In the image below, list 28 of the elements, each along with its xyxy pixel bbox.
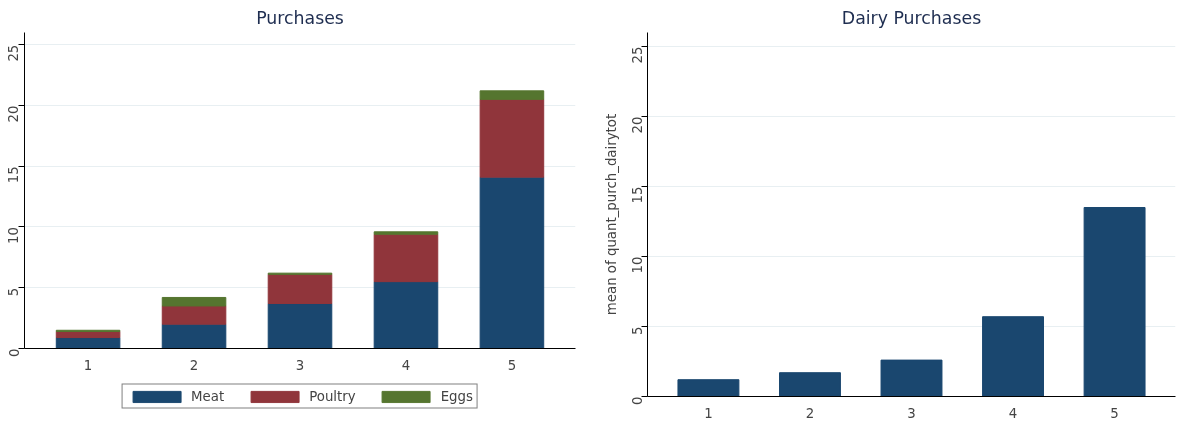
y-tick-label: 10 bbox=[629, 256, 645, 274]
legend-label: Meat bbox=[191, 388, 225, 404]
chart-title: Dairy Purchases bbox=[841, 7, 982, 28]
y-tick-label: 10 bbox=[6, 226, 22, 244]
x-tick-label: 5 bbox=[1110, 405, 1119, 421]
x-tick-label: 2 bbox=[805, 405, 815, 421]
y-tick-label: 5 bbox=[629, 326, 645, 335]
chart-title: Purchases bbox=[256, 7, 344, 28]
y-tick-label: 15 bbox=[6, 166, 22, 184]
y-tick-label: 0 bbox=[629, 396, 645, 405]
y-tick-label: 5 bbox=[6, 287, 22, 297]
y-tick-label: 15 bbox=[629, 186, 645, 204]
x-tick-label: 3 bbox=[907, 405, 916, 421]
x-tick-label: 4 bbox=[401, 357, 411, 373]
x-tick-label: 4 bbox=[1008, 405, 1018, 421]
legend-label: Eggs bbox=[440, 388, 473, 404]
y-tick-label: 25 bbox=[6, 44, 22, 62]
x-tick-label: 5 bbox=[507, 357, 517, 373]
x-tick-label: 2 bbox=[189, 357, 199, 373]
y-tick-label: 20 bbox=[629, 116, 645, 134]
x-tick-label: 1 bbox=[83, 357, 93, 373]
x-tick-label: 3 bbox=[295, 357, 305, 373]
y-tick-label: 20 bbox=[6, 105, 22, 123]
legend-label: Poultry bbox=[309, 388, 356, 404]
x-tick-label: 1 bbox=[704, 405, 713, 421]
y-tick-label: 0 bbox=[6, 348, 22, 357]
y-axis-title: mean of quant_purch_dairytot bbox=[603, 113, 619, 316]
y-tick-label: 25 bbox=[629, 46, 645, 64]
